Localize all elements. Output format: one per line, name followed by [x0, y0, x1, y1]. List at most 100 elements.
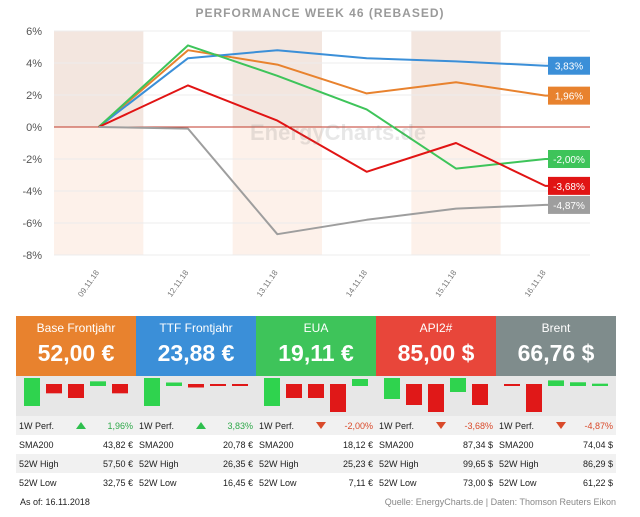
end-label-text: 3,83%: [555, 62, 583, 73]
instrument-price: 23,88 €: [157, 340, 235, 366]
52w-high-value: 25,23 €: [342, 458, 373, 469]
sma200-label: SMA200: [19, 439, 54, 450]
52w-low-row: 52W Low 16,45 €: [136, 473, 256, 492]
mini-bar: [46, 384, 62, 394]
52w-low-row: 52W Low 7,11 €: [256, 473, 376, 492]
instrument-name: EUA: [303, 321, 329, 335]
mini-bar: [112, 384, 128, 394]
perf-label: 1W Perf.: [259, 420, 295, 431]
perf-label: 1W Perf.: [139, 420, 175, 431]
mini-daily-bar-chart: [496, 376, 616, 416]
mini-daily-bar-chart: [136, 376, 256, 416]
mini-bar: [210, 384, 226, 386]
52w-low-value: 32,75 €: [102, 477, 133, 488]
end-label-text: -3,68%: [553, 182, 585, 193]
instrument-price: 66,76 $: [517, 340, 595, 366]
sma200-label: SMA200: [499, 439, 534, 450]
shade-band-positive: [411, 31, 501, 127]
end-label-badge: [548, 150, 590, 168]
series-line: [98, 84, 548, 187]
x-tick-label: 16.11.18: [523, 268, 548, 299]
52w-low-label: 52W Low: [379, 477, 417, 488]
series-line: [98, 126, 548, 236]
end-label-badge: [548, 86, 590, 105]
instrument-name: Base Frontjahr: [36, 321, 116, 335]
x-tick-label: 15.11.18: [434, 268, 459, 299]
52w-low-label: 52W Low: [259, 477, 297, 488]
sma200-label: SMA200: [259, 439, 294, 450]
card-header: EUA 19,11 €: [256, 316, 376, 376]
sma200-value: 18,12 €: [342, 439, 373, 450]
shade-band-positive: [54, 31, 144, 127]
52w-high-label: 52W High: [379, 458, 419, 469]
x-tick-label: 09.11.18: [76, 268, 101, 299]
instrument-name: TTF Frontjahr: [159, 321, 233, 335]
y-tick-label: 0%: [26, 122, 42, 134]
52w-high-value: 99,65 $: [462, 458, 493, 469]
card-api2: API2# 85,00 $ 1W Perf. -3,68% SMA200 87,34 $ 5…: [376, 316, 496, 492]
perf-value: 1,96%: [107, 420, 133, 431]
series-line: [97, 44, 548, 170]
perf-row: 1W Perf. -4,87%: [496, 416, 616, 435]
sma200-value: 43,82 €: [102, 439, 133, 450]
mini-bar: [286, 384, 302, 398]
mini-bar: [144, 378, 160, 406]
instrument-name: Brent: [541, 321, 571, 335]
triangle-up-icon: [76, 422, 86, 429]
mini-bar: [406, 384, 422, 405]
mini-bar: [24, 378, 40, 406]
mini-bar: [308, 384, 324, 398]
52w-low-row: 52W Low 73,00 $: [376, 473, 496, 492]
as-of-date: As of: 16.11.2018: [20, 497, 90, 507]
end-label-badge: [548, 195, 590, 214]
mini-bar: [472, 384, 488, 405]
mini-bar: [90, 381, 106, 386]
perf-value: -2,00%: [344, 420, 373, 431]
perf-label: 1W Perf.: [19, 420, 55, 431]
sma200-row: SMA200 18,12 €: [256, 435, 376, 454]
instrument-price: 19,11 €: [278, 340, 354, 366]
source-credit: Quelle: EnergyCharts.de | Daten: Thomson…: [384, 497, 616, 507]
mini-bar: [352, 379, 368, 386]
52w-high-label: 52W High: [499, 458, 539, 469]
52w-low-label: 52W Low: [499, 477, 537, 488]
sma200-row: SMA200 87,34 $: [376, 435, 496, 454]
end-label-badge: [548, 56, 590, 75]
x-tick-label: 14.11.18: [344, 268, 369, 299]
mini-chart-svg: [144, 378, 248, 406]
sma200-row: SMA200 20,78 €: [136, 435, 256, 454]
card-header: TTF Frontjahr 23,88 €: [136, 316, 256, 376]
mini-bar: [548, 380, 564, 386]
mini-bar: [570, 382, 586, 386]
card-base-frontjahr: Base Frontjahr 52,00 € 1W Perf. 1,96% SMA200…: [16, 316, 136, 492]
mini-bar: [384, 378, 400, 399]
sma200-value: 74,04 $: [582, 439, 613, 450]
watermark: EnergyCharts.de: [250, 120, 427, 145]
triangle-down-icon: [556, 422, 566, 429]
instrument-price: 52,00 €: [37, 340, 115, 366]
perf-row: 1W Perf. 3,83%: [136, 416, 256, 435]
52w-high-value: 26,35 €: [222, 458, 253, 469]
sma200-row: SMA200 74,04 $: [496, 435, 616, 454]
52w-high-row: 52W High 26,35 €: [136, 454, 256, 473]
instrument-cards: Base Frontjahr 52,00 €1W Perf. 1,96% SMA200…: [16, 316, 616, 492]
series-line: [98, 49, 548, 128]
52w-high-row: 52W High 86,29 $: [496, 454, 616, 473]
mini-bar: [526, 384, 542, 412]
52w-low-label: 52W Low: [19, 477, 57, 488]
mini-bar: [188, 384, 204, 388]
instrument-price: 85,00 $: [397, 340, 475, 366]
series-line: [98, 49, 548, 128]
52w-low-value: 61,22 $: [582, 477, 613, 488]
y-tick-label: -8%: [22, 250, 42, 262]
end-label-text: 1,96%: [555, 92, 583, 103]
mini-chart-svg: [384, 378, 488, 412]
52w-high-label: 52W High: [259, 458, 299, 469]
mini-bar: [68, 384, 84, 398]
sma200-label: SMA200: [379, 439, 414, 450]
52w-high-label: 52W High: [19, 458, 59, 469]
52w-high-value: 86,29 $: [582, 458, 613, 469]
mini-bar: [166, 382, 182, 386]
card-header: API2# 85,00 $: [376, 316, 496, 376]
52w-low-row: 52W Low 32,75 €: [16, 473, 136, 492]
